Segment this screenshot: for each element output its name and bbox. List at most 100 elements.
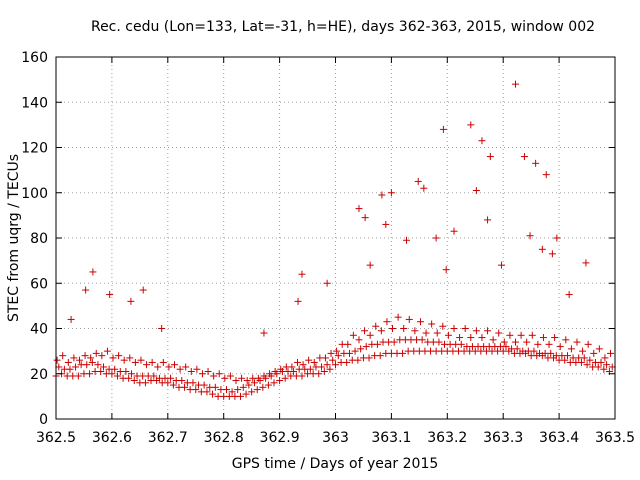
data-point: [595, 345, 603, 353]
data-point: [579, 347, 587, 355]
data-point: [405, 315, 413, 323]
data-point: [418, 336, 426, 344]
data-point: [198, 370, 206, 378]
y-tick-label: 100: [21, 186, 48, 202]
data-point: [361, 327, 369, 335]
data-point: [277, 365, 285, 373]
data-point: [98, 352, 106, 360]
data-point: [86, 370, 94, 378]
data-point: [607, 349, 615, 357]
data-point: [108, 370, 116, 378]
data-point: [528, 331, 536, 339]
data-point: [126, 354, 134, 362]
data-point: [478, 137, 486, 145]
data-point: [597, 358, 605, 366]
data-point: [181, 383, 189, 391]
data-point: [120, 356, 128, 364]
data-point: [169, 381, 177, 389]
data-point: [226, 372, 234, 380]
data-point: [583, 361, 591, 369]
data-point: [561, 356, 569, 364]
data-point: [439, 125, 447, 133]
data-point: [563, 352, 571, 360]
data-point: [122, 367, 130, 375]
data-point: [305, 356, 313, 364]
data-point: [111, 365, 119, 373]
data-point: [189, 379, 197, 387]
data-point: [171, 361, 179, 369]
x-tick-labels: 362.5 362.6 362.7 362.8 362.9 363 363.1 363.2 36…: [36, 430, 635, 446]
data-point: [534, 340, 542, 348]
data-point: [276, 377, 284, 385]
data-point: [432, 234, 440, 242]
data-point: [298, 270, 306, 278]
data-point: [489, 336, 497, 344]
data-point: [382, 220, 390, 228]
data-point: [88, 358, 96, 366]
data-point: [239, 383, 247, 391]
data-point: [594, 363, 602, 371]
data-point: [326, 365, 334, 373]
data-point: [299, 361, 307, 369]
data-point: [293, 358, 301, 366]
data-point: [72, 363, 80, 371]
data-point: [320, 367, 328, 375]
data-point: [354, 356, 362, 364]
data-point: [232, 377, 240, 385]
data-point: [203, 388, 211, 396]
data-point: [450, 325, 458, 332]
data-point: [416, 318, 424, 326]
data-point: [562, 336, 570, 344]
data-point: [238, 374, 246, 382]
data-point: [97, 367, 105, 375]
data-point: [530, 347, 538, 355]
data-point: [282, 363, 290, 371]
data-point: [472, 327, 480, 335]
data-point: [372, 322, 380, 330]
data-point: [182, 363, 190, 371]
data-point: [389, 325, 397, 332]
data-point: [242, 390, 250, 398]
data-point: [53, 356, 61, 364]
y-tick-label: 140: [21, 95, 48, 111]
data-point: [376, 352, 384, 360]
data-point: [343, 358, 351, 366]
x-tick-label: 363.3: [483, 430, 523, 446]
data-point: [187, 367, 195, 375]
data-point: [315, 370, 323, 378]
data-point: [357, 345, 365, 353]
data-point: [433, 329, 441, 337]
data-point: [450, 227, 458, 235]
data-point: [66, 365, 74, 373]
data-point: [547, 349, 555, 357]
data-point: [355, 205, 363, 213]
data-point: [411, 327, 419, 335]
data-point: [209, 390, 217, 398]
data-point: [573, 338, 581, 346]
data-point: [565, 291, 573, 299]
y-tick-labels: 0 20 40 60 80 100 120 140 160: [21, 50, 48, 428]
data-point: [542, 171, 550, 179]
data-point: [327, 349, 335, 357]
x-tick-label: 363.1: [371, 430, 411, 446]
data-point: [249, 374, 257, 382]
data-point: [478, 334, 486, 342]
data-point: [362, 343, 370, 351]
data-point: [457, 340, 465, 348]
data-point: [366, 261, 374, 269]
data-point: [192, 386, 200, 394]
data-point: [383, 318, 391, 326]
data-point: [435, 338, 443, 346]
data-point: [92, 349, 100, 357]
data-point: [210, 372, 218, 380]
y-tick-label: 120: [21, 141, 48, 157]
data-point: [70, 354, 78, 362]
data-point: [461, 325, 469, 332]
y-tick-label: 40: [30, 322, 48, 338]
data-point: [260, 372, 268, 380]
data-point: [355, 336, 363, 344]
data-point: [89, 268, 97, 276]
data-point: [103, 347, 111, 355]
data-point: [113, 372, 121, 380]
